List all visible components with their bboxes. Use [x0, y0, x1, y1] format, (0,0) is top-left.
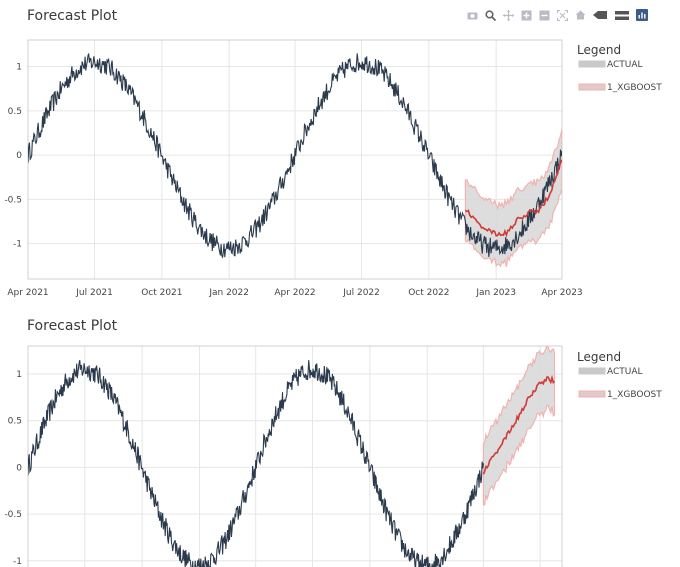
x-tick-label: Apr 2022 — [274, 288, 315, 298]
y-tick-label: 0.5 — [8, 417, 22, 427]
legend-entry-label[interactable]: 1_XGBOOST — [607, 83, 662, 93]
camera-icon[interactable] — [466, 9, 478, 21]
x-tick-label: Oct 2022 — [408, 288, 449, 298]
legend-swatch[interactable] — [578, 83, 606, 91]
legend-swatch[interactable] — [578, 367, 606, 375]
autoscale-icon[interactable] — [556, 9, 568, 21]
y-tick-label: -0.5 — [4, 195, 22, 205]
forecast-panel-bottom: Forecast Plot 1 0.5 0 -0.5 -1 Legend ACTUAL 1_X… — [0, 310, 680, 567]
legend-entry-label[interactable]: ACTUAL — [607, 60, 643, 70]
plotly-logo-icon[interactable] — [636, 9, 648, 21]
legend-entry-label[interactable]: ACTUAL — [607, 367, 643, 377]
y-tick-label: -1 — [13, 240, 22, 250]
forecast-panel-top: Forecast Plot 1 0.5 0 -0. — [0, 0, 680, 305]
forecast-chart-bottom[interactable]: 1 0.5 0 -0.5 -1 Legend ACTUAL 1_XGBOOST — [0, 310, 680, 567]
x-tick-label: Jan 2022 — [208, 288, 249, 298]
plot-title: Forecast Plot — [27, 8, 118, 24]
zoom-in-icon[interactable] — [520, 9, 532, 21]
forecast-chart-top[interactable]: 1 0.5 0 -0.5 -1 Apr 2021 Jul 2021 Oct 2021 Jan 2… — [0, 0, 680, 305]
y-tick-label: 1 — [16, 63, 22, 73]
forecast-band — [482, 346, 556, 506]
legend-title: Legend — [577, 350, 621, 364]
y-tick-label: -0.5 — [4, 510, 22, 520]
x-tick-label: Jan 2023 — [475, 288, 516, 298]
spike-lines-icon[interactable] — [592, 9, 608, 21]
y-tick-label: 0.5 — [8, 107, 22, 117]
legend-swatch[interactable] — [578, 390, 606, 398]
legend-entry-label[interactable]: 1_XGBOOST — [607, 390, 662, 400]
zoom-out-icon[interactable] — [538, 9, 550, 21]
y-tick-label: -1 — [13, 557, 22, 567]
x-tick-label: Jul 2022 — [342, 288, 380, 298]
pan-icon[interactable] — [502, 9, 514, 21]
y-tick-label: 0 — [16, 151, 22, 161]
actual-series-line — [28, 360, 484, 567]
legend-title: Legend — [577, 43, 621, 57]
home-icon[interactable] — [574, 9, 586, 21]
x-tick-label: Apr 2023 — [541, 288, 582, 298]
compare-hover-icon[interactable] — [614, 9, 630, 21]
forecast-series-line — [482, 374, 556, 475]
forecast-band — [464, 128, 562, 268]
y-tick-label: 1 — [16, 370, 22, 380]
plot-frame — [27, 345, 563, 567]
plot-title: Forecast Plot — [27, 318, 118, 334]
legend-swatch[interactable] — [578, 60, 606, 68]
x-tick-label: Apr 2021 — [7, 288, 48, 298]
actual-series-line — [28, 53, 562, 259]
forecast-series-line — [464, 159, 562, 238]
y-tick-label: 0 — [16, 463, 22, 473]
x-tick-label: Oct 2021 — [141, 288, 182, 298]
zoom-icon[interactable] — [484, 9, 496, 21]
modebar — [466, 8, 648, 22]
x-tick-label: Jul 2021 — [75, 288, 113, 298]
